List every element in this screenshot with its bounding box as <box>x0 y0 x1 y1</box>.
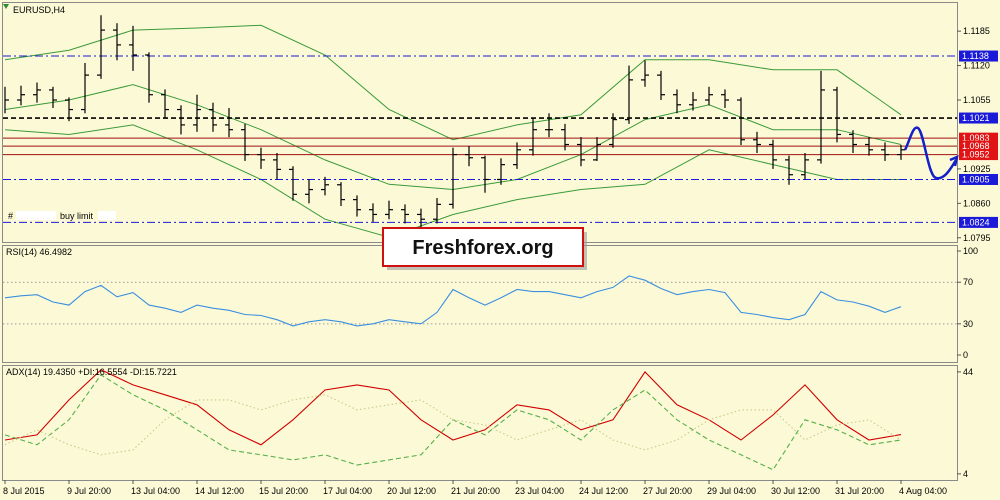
x-tick-label: 31 Jul 20:00 <box>835 486 884 496</box>
x-tick-label: 13 Jul 04:00 <box>131 486 180 496</box>
level-label-box <box>959 140 998 152</box>
bollinger-band <box>4 124 901 238</box>
adx-title: ADX(14) 19.4350 +DI:16.5554 -DI:15.7221 <box>6 367 177 377</box>
indicator-line <box>4 275 902 327</box>
level-label: 1.1138 <box>962 51 989 61</box>
y-tick-label: 1.0860 <box>963 198 991 208</box>
x-tick-label: 27 Jul 20:00 <box>643 486 692 496</box>
symbol-icon <box>3 4 9 9</box>
y-tick-label: 44 <box>963 367 973 377</box>
x-tick-label: 15 Jul 20:00 <box>259 486 308 496</box>
forecast-arrowhead <box>949 154 959 167</box>
y-tick-label: 0 <box>963 350 968 360</box>
adx-panel-frame <box>2 365 958 481</box>
y-tick-label: 1.1055 <box>963 95 991 105</box>
y-tick-label: 4 <box>963 469 968 479</box>
y-tick-label: 1.0925 <box>963 164 991 174</box>
plot-layer: 1.1185 1.1120 1.1055 1.0925 1.0860 1.0795 8 Ju… <box>3 15 998 496</box>
y-tick-label: 1.0795 <box>963 233 991 243</box>
level-label-box <box>959 112 998 124</box>
y-tick-label: 1.1185 <box>963 26 990 36</box>
level-label: 1.0952 <box>962 150 990 160</box>
order-label: buy limit <box>60 211 94 221</box>
indicator-line <box>4 394 902 456</box>
level-label: 1.1021 <box>962 113 990 123</box>
chart-title: EURUSD,H4 <box>13 5 65 15</box>
level-label: 1.0968 <box>962 141 990 151</box>
order-mark: # <box>8 211 13 221</box>
level-label-box <box>959 50 998 62</box>
x-tick-label: 29 Jul 04:00 <box>707 486 756 496</box>
level-label: 1.0824 <box>962 217 990 227</box>
x-tick-label: 20 Jul 12:00 <box>387 486 436 496</box>
y-tick-label: 70 <box>963 277 973 287</box>
x-tick-label: 17 Jul 04:00 <box>323 486 372 496</box>
x-tick-label: 21 Jul 20:00 <box>451 486 500 496</box>
x-tick-label: 4 Aug 04:00 <box>899 486 947 496</box>
rsi-title: RSI(14) 46.4982 <box>6 247 72 257</box>
level-label-box <box>959 132 998 144</box>
level-label: 1.0983 <box>962 133 990 143</box>
banner-text: Freshforex.org <box>412 237 553 259</box>
x-tick-label: 9 Jul 20:00 <box>67 486 111 496</box>
y-tick-label: 30 <box>963 319 973 329</box>
x-tick-label: 8 Jul 2015 <box>3 486 45 496</box>
y-tick-label: 1.1120 <box>963 61 990 71</box>
indicator-line <box>4 374 902 471</box>
masked-box <box>98 211 116 220</box>
level-label-box <box>959 173 998 185</box>
level-label-box <box>959 149 998 161</box>
indicator-line <box>4 369 902 446</box>
level-label-box <box>959 216 998 228</box>
x-tick-label: 23 Jul 04:00 <box>515 486 564 496</box>
x-tick-label: 24 Jul 12:00 <box>579 486 628 496</box>
y-tick-label: 100 <box>963 246 978 256</box>
masked-box <box>16 211 56 220</box>
banner-box <box>382 227 584 267</box>
x-tick-label: 14 Jul 12:00 <box>195 486 244 496</box>
x-tick-label: 30 Jul 12:00 <box>771 486 820 496</box>
level-label: 1.0905 <box>962 174 990 184</box>
forecast-curve <box>903 126 958 180</box>
bollinger-band <box>4 24 902 141</box>
